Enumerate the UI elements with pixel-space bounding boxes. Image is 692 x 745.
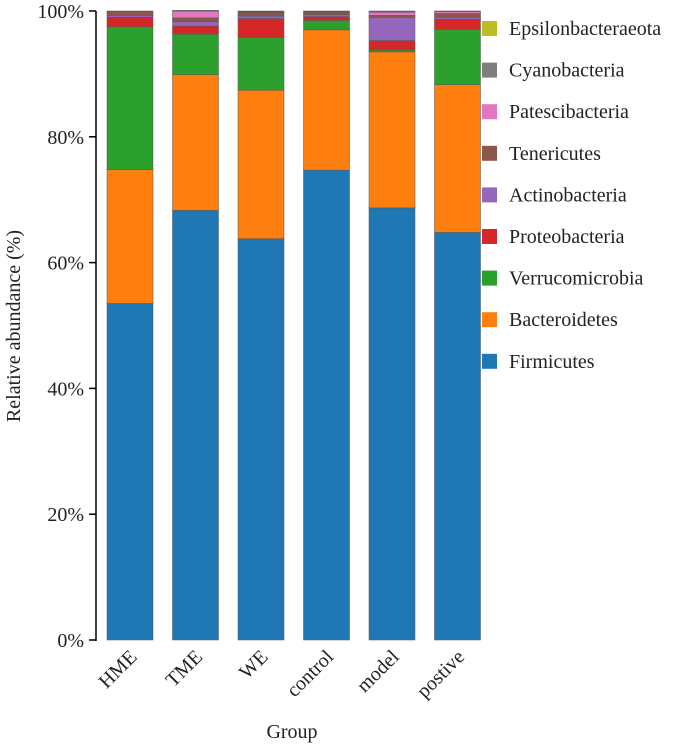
legend-item-tenericutes: Tenericutes bbox=[482, 143, 601, 165]
legend-swatch bbox=[482, 353, 497, 369]
x-axis-label: Group bbox=[266, 721, 317, 743]
y-tick-label: 100% bbox=[37, 1, 84, 23]
bar-segment-hme-firmicutes bbox=[106, 303, 154, 641]
bar-segment-model-proteobacteria bbox=[368, 40, 416, 51]
y-tick-label: 20% bbox=[47, 504, 84, 526]
legend-item-proteobacteria: Proteobacteria bbox=[482, 226, 625, 248]
x-tick-label-postive: postive bbox=[413, 646, 469, 702]
legend: Epsilonbacteraeota Cyanobacteria Patesciba… bbox=[482, 18, 661, 373]
bar-segment-tme-verrucomicrobia bbox=[172, 34, 219, 75]
bar-segment-we-firmicutes bbox=[237, 238, 285, 641]
legend-swatch bbox=[482, 104, 497, 120]
bar-segment-control-cyanobacteria bbox=[303, 10, 350, 12]
legend-label: Bacteroidetes bbox=[509, 309, 618, 331]
x-tick-label-control: control bbox=[282, 646, 338, 702]
bar-segment-hme-proteobacteria bbox=[106, 17, 154, 27]
bar-segment-we-bacteroidetes bbox=[237, 90, 285, 239]
bar-segment-tme-cyanobacteria bbox=[172, 10, 219, 12]
bar-segment-model-verrucomicrobia bbox=[368, 49, 416, 53]
bar-segment-postive-verrucomicrobia bbox=[434, 28, 481, 85]
bar-segment-model-firmicutes bbox=[368, 207, 416, 641]
bar-segment-hme-bacteroidetes bbox=[106, 169, 154, 304]
bar-segment-tme-bacteroidetes bbox=[172, 74, 219, 211]
bar-segment-model-bacteroidetes bbox=[368, 51, 416, 209]
bar-segment-hme-cyanobacteria bbox=[106, 10, 154, 12]
bar-stack-tme bbox=[172, 10, 219, 641]
y-tick-label: 60% bbox=[47, 253, 84, 275]
bar-segment-postive-patescibacteria bbox=[434, 11, 481, 14]
legend-swatch bbox=[482, 187, 497, 203]
legend-label: Actinobacteria bbox=[509, 184, 627, 206]
bar-segment-we-proteobacteria bbox=[237, 18, 285, 38]
legend-label: Epsilonbacteraeota bbox=[509, 18, 661, 40]
bar-segment-we-actinobacteria bbox=[237, 15, 285, 19]
legend-item-bacteroidetes: Bacteroidetes bbox=[482, 309, 618, 331]
bar-segment-model-patescibacteria bbox=[368, 12, 416, 16]
y-tick-label: 0% bbox=[57, 630, 84, 652]
bar-segment-control-verrucomicrobia bbox=[303, 20, 350, 31]
legend-swatch bbox=[482, 21, 497, 36]
bar-segment-tme-patescibacteria bbox=[172, 10, 219, 19]
bar-segment-hme-verrucomicrobia bbox=[106, 26, 154, 170]
x-tick-label-we: WE bbox=[235, 646, 273, 684]
legend-label: Proteobacteria bbox=[509, 226, 625, 248]
bar-stack-postive bbox=[434, 10, 481, 641]
legend-swatch bbox=[482, 145, 497, 161]
legend-label: Firmicutes bbox=[509, 351, 595, 373]
bar-segment-tme-tenericutes bbox=[172, 17, 219, 22]
bar-segment-model-actinobacteria bbox=[368, 17, 416, 41]
bar-segment-postive-firmicutes bbox=[434, 232, 481, 641]
legend-item-actinobacteria: Actinobacteria bbox=[482, 184, 627, 206]
legend-label: Cyanobacteria bbox=[509, 60, 625, 82]
legend-swatch bbox=[482, 229, 497, 244]
x-tick-label-tme: TME bbox=[162, 646, 207, 691]
bar-segment-hme-tenericutes bbox=[106, 11, 154, 16]
bar-segment-control-bacteroidetes bbox=[303, 29, 350, 171]
bars-layer bbox=[106, 10, 481, 641]
x-tick-label-model: model bbox=[353, 646, 404, 697]
legend-label: Patescibacteria bbox=[509, 101, 629, 123]
bar-stack-control bbox=[303, 10, 350, 641]
bar-segment-we-tenericutes bbox=[237, 12, 285, 17]
legend-item-patescibacteria: Patescibacteria bbox=[482, 101, 629, 123]
bar-segment-we-verrucomicrobia bbox=[237, 37, 285, 91]
bar-segment-model-tenericutes bbox=[368, 15, 416, 18]
bar-segment-postive-tenericutes bbox=[434, 13, 481, 18]
legend-item-verrucomicrobia: Verrucomicrobia bbox=[482, 268, 644, 290]
legend-swatch bbox=[482, 62, 497, 78]
bar-segment-we-cyanobacteria bbox=[237, 10, 285, 12]
legend-item-epsilonbacteraeota: Epsilonbacteraeota bbox=[482, 18, 661, 40]
bar-segment-control-proteobacteria bbox=[303, 16, 350, 21]
legend-swatch bbox=[482, 270, 497, 286]
bar-segment-postive-actinobacteria bbox=[434, 17, 481, 20]
y-axis-label: Relative abundance (%) bbox=[3, 230, 25, 422]
bar-stack-we bbox=[237, 10, 285, 641]
x-tick-label-hme: HME bbox=[95, 646, 142, 693]
legend-label: Verrucomicrobia bbox=[509, 268, 644, 290]
legend-item-cyanobacteria: Cyanobacteria bbox=[482, 60, 625, 82]
bar-segment-tme-proteobacteria bbox=[172, 25, 219, 35]
bar-segment-postive-bacteroidetes bbox=[434, 84, 481, 233]
bar-segment-model-epsilonbacteraeota bbox=[368, 10, 416, 12]
bar-segment-control-actinobacteria bbox=[303, 14, 350, 17]
bar-segment-tme-firmicutes bbox=[172, 210, 219, 641]
bar-segment-postive-cyanobacteria bbox=[434, 10, 481, 12]
legend-item-firmicutes: Firmicutes bbox=[482, 351, 595, 373]
legend-label: Tenericutes bbox=[509, 143, 601, 165]
y-tick-label: 40% bbox=[47, 378, 84, 400]
y-tick-label: 80% bbox=[47, 127, 84, 149]
bar-segment-control-tenericutes bbox=[303, 12, 350, 16]
bar-stack-hme bbox=[106, 10, 154, 641]
legend-swatch bbox=[482, 312, 497, 328]
bar-segment-hme-actinobacteria bbox=[106, 15, 154, 18]
bar-segment-control-firmicutes bbox=[303, 169, 350, 641]
bar-segment-tme-actinobacteria bbox=[172, 21, 219, 27]
bar-stack-model bbox=[368, 10, 416, 641]
bar-segment-postive-proteobacteria bbox=[434, 18, 481, 30]
